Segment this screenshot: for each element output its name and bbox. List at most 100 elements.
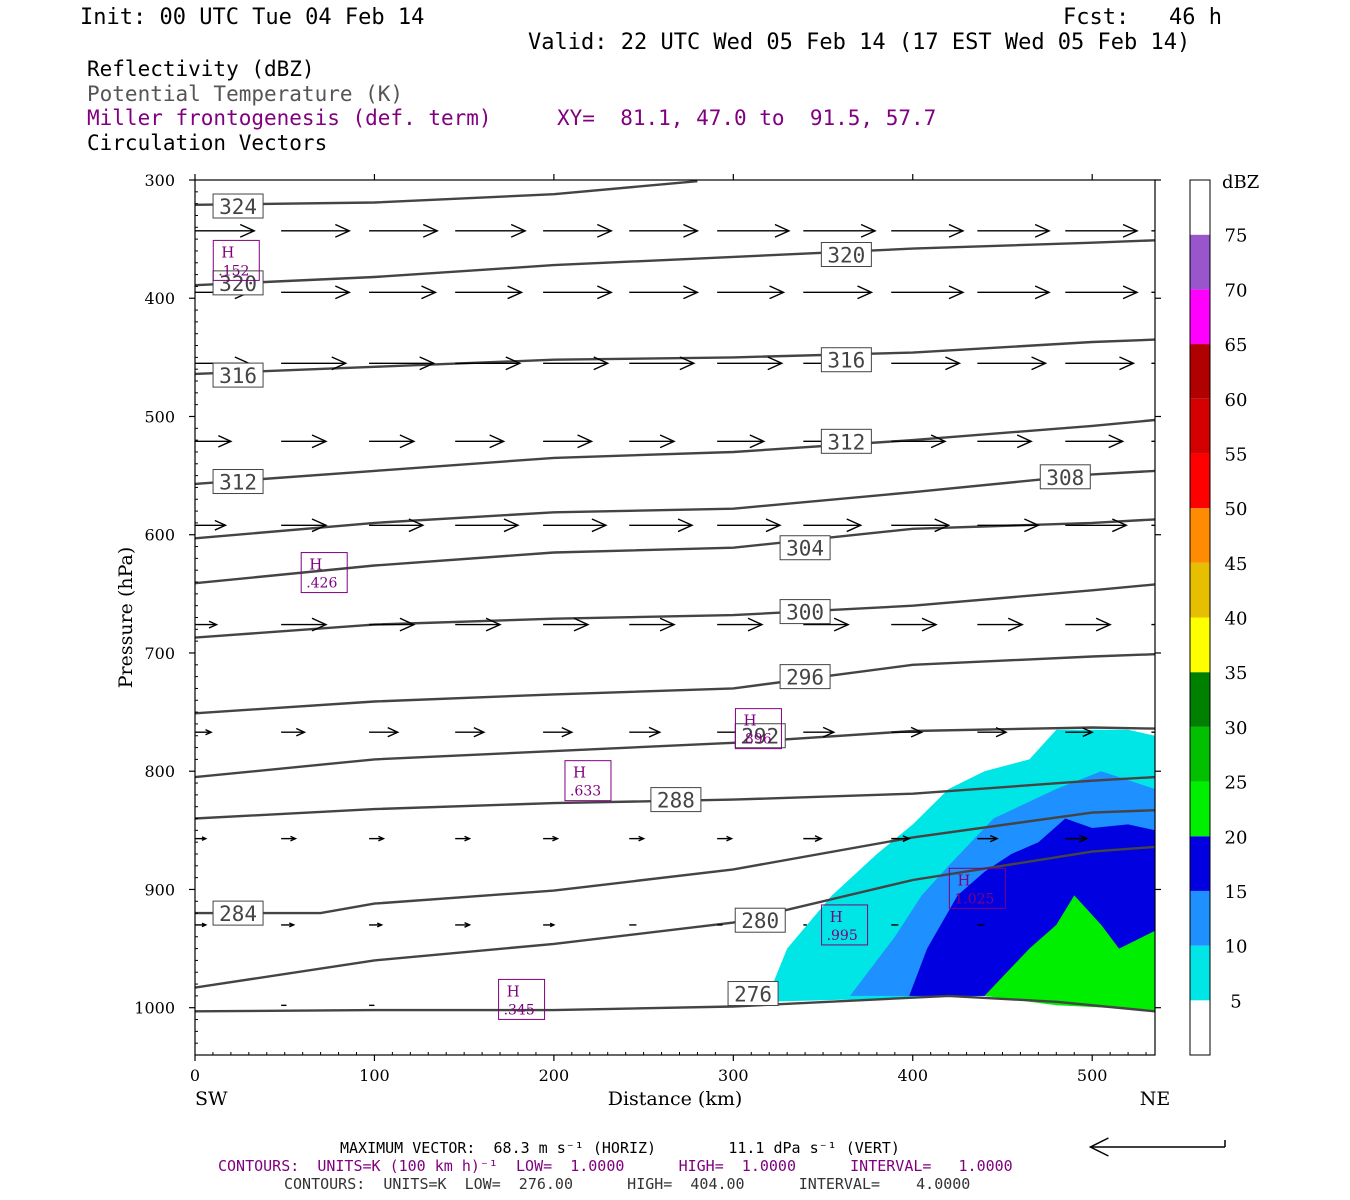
frontogenesis-max-box: [212, 239, 260, 281]
vector-head: [1007, 617, 1024, 632]
vector-head: [597, 285, 614, 300]
valid-time: Valid: 22 UTC Wed 05 Feb 14 (17 EST Wed …: [528, 30, 1191, 55]
vector-head: [399, 434, 416, 449]
vector-head: [399, 617, 416, 632]
frontogenesis-max-value: 1.025: [954, 891, 994, 907]
colorbar-segment: [1190, 453, 1210, 509]
vector-head: [921, 617, 938, 632]
isentrope-316: [195, 338, 1155, 376]
vector-head: [408, 518, 425, 533]
vector-head: [485, 617, 502, 632]
x-tick-label: 300: [718, 1066, 749, 1085]
vector-head: [421, 285, 438, 300]
vector-head: [552, 835, 560, 842]
vector-head: [948, 223, 965, 238]
frontogenesis-max-label: H: [221, 243, 234, 261]
forecast-hour: Fcst: 46 h: [1063, 5, 1222, 30]
vector-head: [1034, 285, 1051, 300]
colorbar-segment: [1190, 344, 1210, 399]
reference-vector: [1088, 1137, 1226, 1157]
vector-head: [549, 922, 556, 928]
colorbar-segment: [1190, 289, 1210, 345]
y-tick-label: 1000: [134, 999, 175, 1018]
vector-head: [833, 617, 850, 632]
vector-head: [846, 518, 863, 533]
vector-head: [749, 434, 766, 449]
y-tick-label: 700: [144, 644, 175, 663]
frontogenesis-max-value: .152: [218, 263, 249, 279]
isentrope-label: 324: [219, 195, 257, 219]
frontogenesis-max-box: [948, 867, 1006, 909]
isentrope-label-box: [212, 900, 264, 926]
colorbar-segment: [1190, 781, 1210, 837]
isentrope-label: 316: [219, 364, 257, 388]
vector-head: [296, 727, 307, 737]
isentrope-label: 276: [734, 983, 772, 1007]
isentrope-label-box: [650, 787, 702, 813]
y-tick-label: 500: [144, 407, 175, 426]
field-circulation-vectors: Circulation Vectors: [87, 131, 328, 155]
x-tick-label: 100: [359, 1066, 390, 1085]
vector-head: [1112, 518, 1128, 533]
colorbar-level-label: 5: [1230, 991, 1241, 1012]
vector-head: [205, 729, 213, 736]
frontogenesis-max-box: [300, 552, 348, 594]
frontogenesis-max-label: H: [743, 712, 756, 730]
colorbar-level-label: 25: [1225, 773, 1248, 794]
vector-head: [1016, 434, 1033, 449]
isentrope-label: 308: [1046, 466, 1084, 490]
x-axis-title: Distance (km): [608, 1088, 743, 1110]
isentrope-labels: 324 320 320 316 316 312 312 308 304 300 296 292 288 2…: [212, 193, 1091, 1007]
vector-head: [814, 835, 823, 843]
vector-head: [659, 434, 676, 449]
maximum-vector-note: MAXIMUM VECTOR: 68.3 m s⁻¹ (HORIZ) 11.1 …: [340, 1139, 900, 1157]
vector-head: [311, 434, 328, 449]
x-tick-label: 400: [897, 1066, 928, 1085]
x-end-label-right: NE: [1140, 1088, 1171, 1110]
y-tick-label: 900: [144, 880, 175, 899]
colorbar-level-label: 65: [1225, 335, 1248, 356]
isentrope-label-box: [820, 428, 872, 454]
colorbar-level-label: 55: [1225, 444, 1248, 465]
vector-head: [505, 356, 522, 371]
vector-head: [507, 285, 524, 300]
isentrope-label: 280: [741, 909, 779, 933]
vector-head: [930, 434, 947, 449]
reflectivity-shading: [765, 729, 1155, 1011]
isentrope-label: 288: [657, 789, 695, 813]
isentrope-label: 316: [827, 349, 865, 373]
isentrope-label: 296: [786, 666, 824, 690]
isentrope-label: 284: [219, 902, 257, 926]
vector-head: [577, 434, 594, 449]
colorbar-segment: [1190, 398, 1210, 454]
axes: 300 400 500 600 700 800 900 1000 0 100 200 300 400 50…: [115, 171, 1170, 1110]
vector-head: [774, 223, 791, 238]
colorbar-level-label: 20: [1225, 827, 1248, 848]
vector-head: [995, 727, 1008, 738]
field-frontogenesis: Miller frontogenesis (def. term): [87, 106, 492, 130]
vector-head: [331, 356, 348, 371]
isentrope-296: [195, 653, 1155, 715]
colorbar-segment: [1190, 945, 1210, 1001]
isentrope-label-box: [779, 599, 831, 625]
isentrope-label-box: [727, 981, 779, 1007]
frontogenesis-max-box: [821, 904, 869, 946]
vector-head: [239, 223, 256, 238]
isentrope-label-box: [212, 362, 264, 388]
isentrope-292: [195, 726, 1155, 779]
colorbar-level-label: 45: [1225, 554, 1248, 575]
isentrope-label: 312: [219, 471, 257, 495]
vector-head: [767, 356, 784, 371]
vector-head: [1122, 285, 1139, 300]
init-time: Init: 00 UTC Tue 04 Feb 14: [80, 5, 425, 30]
isentrope-308: [195, 469, 1155, 540]
vector-head: [1169, 728, 1178, 736]
vector-head: [419, 356, 436, 371]
y-tick-label: 400: [144, 289, 175, 308]
vector-head: [683, 285, 700, 300]
vector-head: [683, 223, 700, 238]
vector-head: [214, 519, 228, 531]
vector-head: [208, 620, 219, 629]
colorbar-segment: [1190, 508, 1210, 563]
colorbar-segment: [1190, 836, 1210, 891]
